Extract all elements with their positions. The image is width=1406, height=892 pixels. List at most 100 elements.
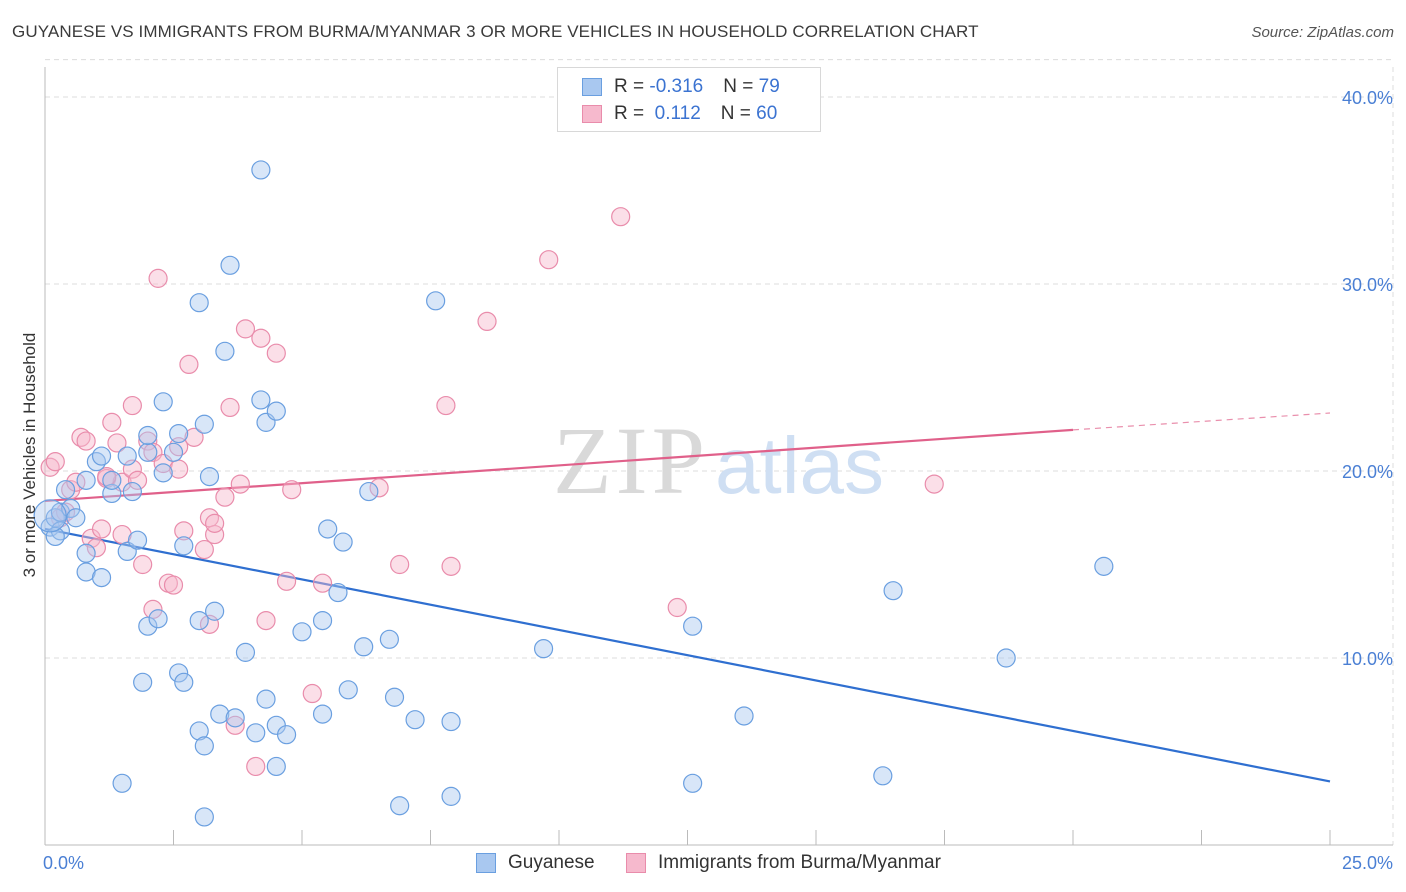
data-point-guyanese bbox=[189, 610, 209, 631]
data-point-guyanese bbox=[76, 470, 96, 490]
data-point-guyanese bbox=[215, 341, 235, 361]
data-point-guyanese bbox=[76, 543, 96, 563]
data-point-guyanese bbox=[169, 663, 189, 683]
data-point-guyanese bbox=[55, 480, 76, 500]
legend-swatch-blue bbox=[582, 78, 602, 96]
data-point-burma bbox=[276, 571, 297, 591]
legend-r-label: R = bbox=[614, 103, 650, 124]
data-point-guyanese bbox=[734, 706, 754, 726]
data-point-burma bbox=[91, 519, 112, 539]
data-point-burma bbox=[235, 319, 256, 339]
data-point-guyanese bbox=[266, 756, 286, 777]
data-point-guyanese bbox=[153, 392, 173, 412]
data-point-guyanese bbox=[189, 293, 209, 313]
data-point-guyanese bbox=[246, 723, 266, 743]
legend-label-guyanese: Guyanese bbox=[508, 852, 595, 873]
axes bbox=[44, 67, 1393, 846]
data-point-burma bbox=[611, 207, 631, 227]
data-point-guyanese bbox=[127, 530, 148, 550]
data-point-guyanese bbox=[138, 425, 158, 446]
data-point-guyanese bbox=[235, 642, 256, 662]
tick-labels: 10.0% 20.0% 30.0% 40.0% 0.0% 25.0% bbox=[43, 88, 1393, 873]
y-axis-label: 3 or more Vehicles in Household bbox=[20, 333, 39, 578]
data-point-guyanese bbox=[441, 711, 461, 732]
data-point-guyanese bbox=[112, 773, 132, 793]
data-point-guyanese bbox=[169, 424, 189, 444]
chart-title: GUYANESE VS IMMIGRANTS FROM BURMA/MYANMA… bbox=[12, 22, 979, 41]
series-guyanese-points bbox=[33, 160, 1114, 827]
legend-r-value: -0.316 bbox=[649, 76, 704, 97]
data-point-guyanese bbox=[220, 255, 240, 275]
legend-item-guyanese: Guyanese bbox=[476, 852, 595, 874]
data-point-guyanese bbox=[102, 483, 122, 504]
data-point-guyanese bbox=[333, 532, 353, 552]
y-tick-label-2: 30.0% bbox=[1342, 275, 1393, 295]
data-point-burma bbox=[122, 395, 142, 416]
legend-row-burma: R = 0.112 N = 60 bbox=[582, 102, 777, 126]
data-point-burma bbox=[138, 431, 158, 451]
data-point-burma bbox=[205, 513, 225, 533]
data-point-guyanese bbox=[683, 773, 703, 793]
data-point-burma bbox=[282, 480, 302, 500]
trend-line-burma bbox=[44, 428, 1074, 503]
data-point-guyanese bbox=[194, 736, 214, 756]
data-point-guyanese bbox=[163, 442, 184, 462]
data-point-guyanese bbox=[426, 291, 446, 311]
data-point-guyanese bbox=[379, 629, 399, 649]
watermark: ZIP atlas bbox=[553, 407, 884, 514]
data-point-burma bbox=[45, 452, 65, 472]
data-point-guyanese bbox=[66, 508, 86, 528]
data-point-burma bbox=[230, 474, 250, 494]
data-point-burma bbox=[225, 715, 245, 735]
data-point-guyanese bbox=[251, 390, 271, 410]
data-point-burma bbox=[436, 395, 456, 416]
data-point-burma bbox=[539, 250, 559, 270]
data-point-guyanese bbox=[138, 616, 158, 636]
data-point-burma bbox=[76, 431, 96, 451]
data-point-guyanese bbox=[153, 463, 173, 483]
data-point-guyanese bbox=[292, 622, 312, 642]
y-tick-label-1: 20.0% bbox=[1342, 462, 1393, 482]
data-point-guyanese bbox=[266, 401, 286, 421]
data-point-guyanese bbox=[86, 452, 107, 472]
data-point-burma bbox=[246, 756, 266, 777]
data-point-guyanese bbox=[199, 467, 220, 487]
data-point-burma bbox=[194, 539, 214, 560]
x-tick-label-0: 0.0% bbox=[43, 853, 84, 873]
data-point-guyanese bbox=[148, 609, 168, 629]
stats-legend: R = -0.316 N = 79 R = 0.112 N = 60 bbox=[557, 67, 821, 132]
series-legend: Guyanese Immigrants from Burma/Myanmar bbox=[0, 852, 1406, 878]
legend-r-value: 0.112 bbox=[649, 103, 701, 124]
data-point-guyanese bbox=[318, 519, 338, 539]
data-point-guyanese bbox=[873, 766, 893, 786]
data-point-guyanese bbox=[174, 672, 194, 692]
data-point-burma bbox=[312, 573, 333, 593]
data-point-guyanese bbox=[338, 680, 358, 700]
data-point-guyanese bbox=[174, 536, 194, 556]
data-point-burma bbox=[256, 610, 276, 631]
data-point-burma bbox=[174, 521, 194, 541]
data-point-guyanese bbox=[117, 446, 137, 466]
legend-swatch-burma bbox=[626, 853, 646, 873]
trend-line-burma-extension bbox=[1072, 412, 1331, 431]
data-point-burma bbox=[390, 554, 410, 575]
legend-label-burma: Immigrants from Burma/Myanmar bbox=[658, 852, 941, 873]
data-point-burma bbox=[215, 487, 235, 507]
data-point-guyanese bbox=[1094, 556, 1114, 576]
y-tick-label-0: 10.0% bbox=[1342, 649, 1393, 669]
data-point-burma bbox=[71, 427, 91, 447]
legend-r-label: R = bbox=[614, 76, 650, 97]
data-point-guyanese bbox=[194, 414, 214, 434]
data-point-burma bbox=[477, 311, 497, 331]
data-point-burma bbox=[102, 412, 122, 432]
data-point-burma bbox=[107, 433, 127, 453]
data-point-guyanese bbox=[312, 610, 333, 631]
data-point-guyanese bbox=[133, 672, 153, 692]
data-point-burma bbox=[441, 556, 461, 576]
data-point-guyanese bbox=[102, 470, 122, 490]
grid-lines bbox=[45, 59, 1394, 845]
legend-item-burma: Immigrants from Burma/Myanmar bbox=[626, 852, 941, 874]
data-point-guyanese bbox=[91, 567, 112, 588]
data-point-guyanese bbox=[122, 481, 142, 502]
